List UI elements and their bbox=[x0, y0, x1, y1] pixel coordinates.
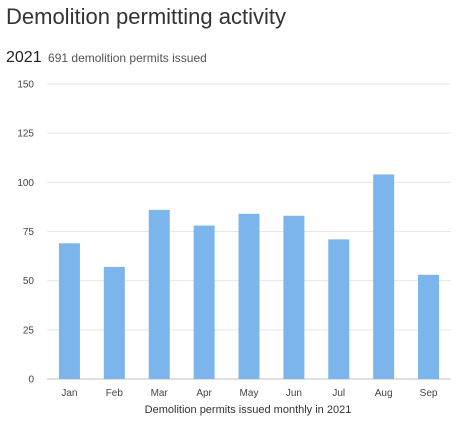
permits-summary: 691 demolition permits issued bbox=[48, 51, 207, 65]
bar-feb[interactable] bbox=[103, 266, 125, 379]
x-tick-label: Jan bbox=[61, 388, 77, 399]
label-layer: 0 25 50 75 100 125 150 Jan Feb Mar Apr May Jun Jul Aug… bbox=[17, 80, 438, 400]
bar-mar[interactable] bbox=[148, 209, 170, 379]
bar-apr[interactable] bbox=[193, 225, 215, 379]
x-tick-label: Jul bbox=[332, 388, 345, 399]
y-tick-label: 25 bbox=[23, 325, 35, 336]
x-tick-label: Jun bbox=[286, 388, 302, 399]
bar-jul[interactable] bbox=[328, 239, 350, 379]
y-tick-label: 0 bbox=[28, 375, 34, 386]
y-tick-label: 50 bbox=[23, 276, 35, 287]
y-tick-label: 75 bbox=[23, 227, 35, 238]
bar-jan[interactable] bbox=[58, 243, 80, 379]
x-tick-label: Mar bbox=[151, 388, 169, 399]
x-tick-label: Apr bbox=[196, 388, 212, 399]
bar-sep[interactable] bbox=[418, 274, 440, 379]
x-tick-label: Feb bbox=[106, 388, 124, 399]
bar-jun[interactable] bbox=[283, 215, 305, 379]
summary-line: 2021 691 demolition permits issued bbox=[6, 49, 207, 67]
y-tick-label: 100 bbox=[17, 178, 34, 189]
bar-aug[interactable] bbox=[373, 174, 395, 379]
bar-may[interactable] bbox=[238, 213, 260, 379]
x-tick-label: May bbox=[240, 388, 259, 399]
page-title: Demolition permitting activity bbox=[6, 4, 286, 29]
year-label: 2021 bbox=[6, 49, 42, 66]
y-tick-label: 125 bbox=[17, 129, 34, 140]
x-tick-label: Sep bbox=[420, 388, 438, 399]
y-tick-label: 150 bbox=[17, 80, 34, 91]
x-axis-title: Demolition permits issued monthly in 202… bbox=[145, 404, 352, 416]
x-tick-label: Aug bbox=[375, 388, 393, 399]
bar-layer bbox=[58, 174, 440, 379]
